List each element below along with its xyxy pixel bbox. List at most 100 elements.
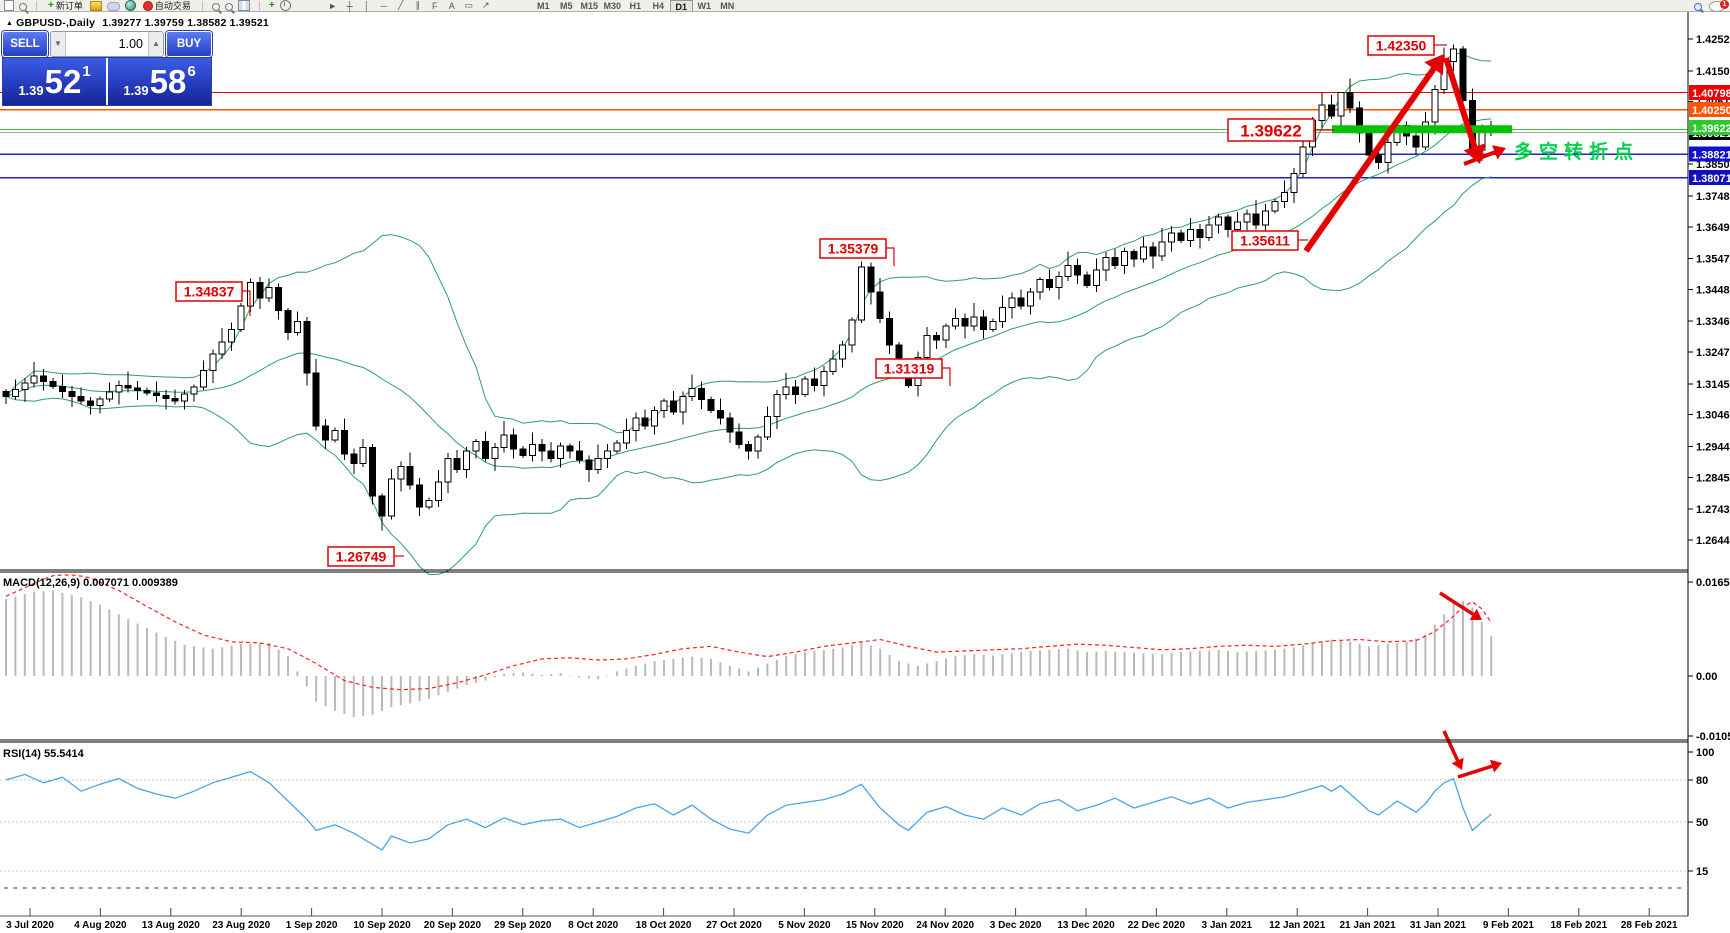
price-callout-label[interactable]: 1.42350: [1367, 35, 1447, 56]
new-order-label: 新订单: [55, 1, 83, 11]
callout-line: [942, 367, 951, 386]
candle-body: [1318, 104, 1326, 122]
macd-pane: MACD(12,26,9) 0.007071 0.009389: [3, 574, 1493, 718]
rsi-pane: RSI(14) 55.5414: [0, 748, 1688, 872]
volume-decrease-button[interactable]: ▼: [51, 32, 66, 56]
price-callout-label[interactable]: 1.35379: [819, 238, 895, 266]
tf-m5[interactable]: M5: [559, 1, 573, 11]
candle-body: [1412, 135, 1420, 148]
zoom-in-icon[interactable]: [211, 3, 220, 11]
zoom-out-icon[interactable]: [224, 3, 233, 11]
trend-arrow[interactable]: [1457, 764, 1493, 779]
tf-m1[interactable]: M1: [536, 1, 550, 11]
candle-body: [378, 495, 386, 517]
label-box: [819, 238, 887, 259]
date-label: 13 Aug 2020: [142, 920, 200, 931]
autotrading-icon: [142, 0, 153, 11]
price-callout-label[interactable]: 1.34837: [175, 281, 251, 316]
fibonacci-tool-icon[interactable]: F: [431, 1, 438, 11]
arrow-tool-icon[interactable]: ↗: [481, 0, 490, 10]
search-icon[interactable]: [19, 3, 27, 11]
chat-icon[interactable]: 1: [1709, 0, 1729, 12]
vertical-line-tool-icon[interactable]: │: [363, 1, 370, 11]
macd-signal-line: [5, 574, 1492, 691]
candle-body: [340, 430, 348, 455]
candle-body: [228, 328, 236, 343]
candle-body: [1139, 246, 1147, 260]
date-label: 5 Nov 2020: [778, 920, 831, 931]
volume-increase-button[interactable]: ▲: [148, 32, 163, 56]
price-tick-label: 1.29440: [1696, 441, 1730, 453]
deposit-icon[interactable]: [89, 1, 102, 11]
trendline-tool-icon[interactable]: ╱: [398, 0, 404, 10]
symbol-period-label: GBPUSD-,Daily: [16, 17, 96, 29]
buy-button[interactable]: BUY: [166, 31, 212, 57]
candle-body: [716, 409, 724, 419]
price-callout-label[interactable]: 1.35611: [1231, 230, 1308, 251]
cursor-tool-icon[interactable]: ►: [328, 1, 338, 11]
candle-body: [632, 417, 640, 432]
svg-text:1.40250: 1.40250: [1692, 105, 1730, 117]
candle-body: [886, 317, 894, 346]
tf-h4[interactable]: H4: [652, 1, 664, 11]
tf-h1[interactable]: H1: [629, 1, 641, 11]
candle-body: [96, 398, 104, 407]
add-indicator-icon[interactable]: +: [268, 0, 275, 11]
new-chart-icon[interactable]: [4, 0, 14, 11]
crosshair-tool-icon[interactable]: ┼: [346, 1, 353, 11]
candle-body: [397, 465, 405, 480]
search-icon[interactable]: [1694, 2, 1702, 11]
market-icon[interactable]: [124, 0, 136, 11]
cloud-icon[interactable]: [106, 2, 120, 11]
date-label: 22 Dec 2020: [1128, 920, 1186, 931]
tf-m30[interactable]: M30: [603, 1, 621, 11]
date-label: 24 Nov 2020: [916, 920, 974, 931]
rsi-tick-label: 15: [1696, 866, 1708, 878]
buy-price-pips: 58: [149, 62, 187, 100]
label-box: [327, 546, 395, 567]
date-label: 13 Dec 2020: [1057, 920, 1115, 931]
price-callout-label[interactable]: 1.39622: [1227, 118, 1334, 142]
text-tool-icon[interactable]: A: [448, 1, 455, 11]
volume-input[interactable]: [66, 32, 148, 56]
trend-arrow[interactable]: [1442, 730, 1460, 762]
candle-body: [322, 425, 330, 441]
price-tick-label: 1.38500: [1696, 159, 1730, 171]
support-bar[interactable]: [1332, 125, 1512, 134]
expand-icon[interactable]: ▲: [6, 20, 14, 27]
trend-arrow[interactable]: [1303, 67, 1437, 253]
clock-icon[interactable]: [279, 0, 291, 11]
trend-arrow[interactable]: [1463, 150, 1496, 166]
candle-body: [829, 358, 837, 372]
sell-button[interactable]: SELL: [2, 31, 48, 57]
annotation-note[interactable]: 多空转折点: [1514, 140, 1639, 163]
buy-price[interactable]: 1.39 58 6: [108, 58, 211, 105]
price-callout-label[interactable]: 1.31319: [875, 358, 951, 386]
candle-body: [820, 370, 828, 386]
tile-windows-icon[interactable]: [237, 0, 250, 11]
new-order-button[interactable]: + 新订单: [46, 0, 85, 11]
candle-body: [369, 447, 377, 497]
price-callout-label[interactable]: 1.26749: [327, 546, 404, 567]
trend-arrow[interactable]: [1439, 591, 1475, 616]
label-text: 1.35379: [828, 241, 879, 257]
candle-body: [1149, 246, 1157, 257]
sell-price[interactable]: 1.39 52 1: [3, 58, 106, 105]
candle-body: [237, 305, 245, 330]
trend-arrow[interactable]: [1443, 57, 1478, 148]
candle-body: [152, 392, 160, 397]
price-tick-label: 1.31450: [1696, 379, 1730, 391]
tf-m15[interactable]: M15: [580, 1, 598, 11]
tf-mn[interactable]: MN: [720, 1, 735, 11]
candle-body: [1036, 278, 1044, 293]
price-tick-label: 1.28450: [1696, 472, 1730, 484]
channel-tool-icon[interactable]: ∥: [415, 0, 420, 10]
chart-title: ▲ GBPUSD-,Daily 1.39277 1.39759 1.38582 1.…: [6, 17, 269, 29]
horizontal-line-tool-icon[interactable]: ─: [380, 1, 387, 11]
candle-body: [1205, 224, 1213, 238]
tf-d1[interactable]: D1: [669, 0, 693, 12]
label-tool-icon[interactable]: ▭: [464, 0, 473, 10]
tf-w1[interactable]: W1: [697, 1, 711, 11]
autotrading-button[interactable]: 自动交易: [141, 0, 193, 11]
